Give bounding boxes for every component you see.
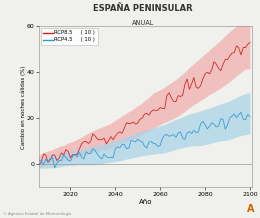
Text: ANUAL: ANUAL <box>132 20 154 26</box>
X-axis label: Año: Año <box>139 199 152 205</box>
Y-axis label: Cambio en noches cálidas (%): Cambio en noches cálidas (%) <box>20 65 25 148</box>
Text: © Agencia Estatal de Meteorología: © Agencia Estatal de Meteorología <box>3 212 71 216</box>
Text: ESPAÑA PENINSULAR: ESPAÑA PENINSULAR <box>93 4 193 13</box>
Legend: RCP8.5     ( 10 ), RCP4.5     ( 10 ): RCP8.5 ( 10 ), RCP4.5 ( 10 ) <box>41 28 98 45</box>
Text: A: A <box>247 204 255 214</box>
